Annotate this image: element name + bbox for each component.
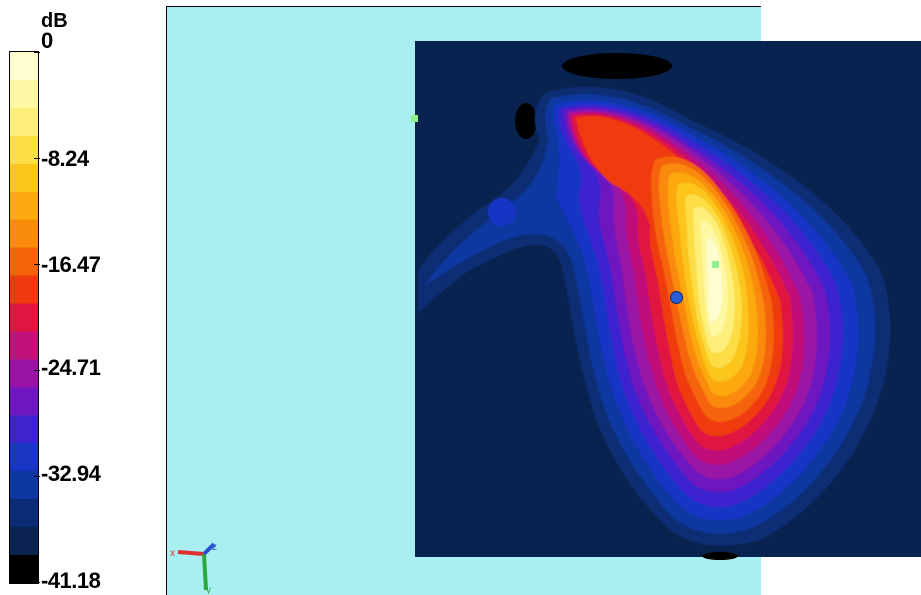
colorbar-tick-label: -8.24 bbox=[41, 146, 89, 171]
contour-bands bbox=[418, 86, 891, 546]
null-region bbox=[702, 552, 738, 560]
colorbar-gradient bbox=[9, 51, 39, 584]
null-region bbox=[515, 103, 537, 139]
x-axis-label: x bbox=[170, 548, 175, 559]
colorbar-tick-label: 0 bbox=[41, 28, 53, 53]
axis-triad: x y z bbox=[170, 542, 217, 594]
y-axis-arrow bbox=[202, 553, 208, 591]
probe-marker[interactable] bbox=[411, 115, 418, 122]
colorbar-tick-label: -24.71 bbox=[41, 355, 101, 380]
null-region bbox=[562, 53, 672, 79]
max-point-marker[interactable] bbox=[670, 291, 683, 304]
colorbar-tick bbox=[34, 370, 40, 371]
z-axis-arrow bbox=[202, 542, 216, 556]
colorbar-tick bbox=[34, 476, 40, 477]
colorbar-tick bbox=[34, 52, 40, 53]
colorbar-tick bbox=[34, 582, 40, 583]
colorbar-tick-label: -41.18 bbox=[41, 568, 101, 593]
y-axis-label: y bbox=[206, 585, 211, 594]
colorbar-tick-label: -32.94 bbox=[41, 461, 101, 486]
x-axis-arrow bbox=[177, 550, 205, 556]
colorbar-unit-label: dB bbox=[41, 10, 68, 32]
colorbar-tick bbox=[34, 158, 40, 159]
z-axis-label: z bbox=[212, 542, 217, 553]
contour-band bbox=[706, 237, 722, 322]
probe-marker[interactable] bbox=[712, 261, 719, 268]
contour-band bbox=[488, 198, 516, 226]
colorbar-legend: dB 0 -8.24 -16.47 -24.71 -32.94 -41.18 bbox=[0, 0, 160, 595]
colorbar-tick-label: -16.47 bbox=[41, 252, 101, 277]
colorbar-tick bbox=[34, 264, 40, 265]
